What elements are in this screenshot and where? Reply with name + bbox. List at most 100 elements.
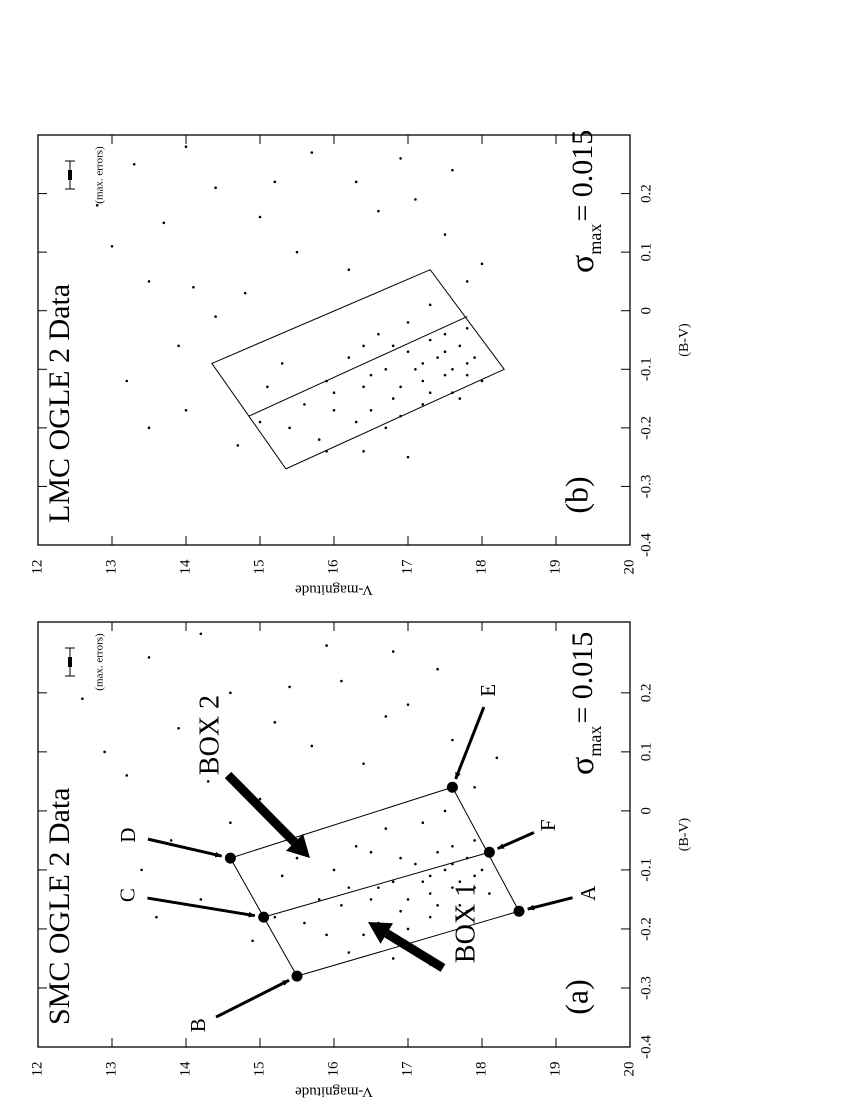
data-point <box>406 350 410 354</box>
data-point <box>140 868 143 872</box>
data-point <box>428 874 432 878</box>
data-point <box>310 151 314 154</box>
data-point <box>325 933 328 937</box>
y-tick-label: 13 <box>103 1062 119 1077</box>
data-point <box>251 939 254 943</box>
corner-point <box>258 911 270 923</box>
data-point <box>310 744 314 748</box>
y-tick-label: 19 <box>547 1062 563 1077</box>
data-point <box>451 168 454 172</box>
data-point <box>465 373 469 377</box>
x-tick-label: 0.2 <box>638 184 654 203</box>
x-tick-label: 0 <box>638 307 654 315</box>
x-tick-label: -0.4 <box>638 1035 654 1059</box>
point-label: A <box>576 885 600 901</box>
data-point <box>473 886 476 889</box>
data-point <box>236 444 240 447</box>
plot-frame <box>37 134 631 546</box>
data-point <box>340 679 343 683</box>
data-point <box>391 397 395 400</box>
y-tick-label: 18 <box>473 1062 489 1077</box>
y-tick-label: 15 <box>251 560 267 575</box>
sigma-subscript: max <box>585 224 605 255</box>
error-note: (max. errors) <box>94 146 106 204</box>
data-point <box>258 797 262 801</box>
data-point <box>214 315 217 318</box>
corner-point <box>446 781 458 793</box>
data-point <box>436 356 439 359</box>
data-point <box>110 244 114 248</box>
data-point <box>369 408 373 412</box>
x-tick-label: -0.2 <box>638 416 654 440</box>
y-tick-label: 12 <box>29 560 45 575</box>
data-point <box>95 203 99 207</box>
point-label: E <box>476 684 500 697</box>
y-tick-label: 12 <box>29 1062 45 1077</box>
data-point <box>458 344 462 348</box>
data-point <box>184 408 188 412</box>
data-point <box>384 827 388 830</box>
box-arrow-shaft <box>224 771 298 846</box>
box-arrow-head <box>368 922 394 944</box>
data-point <box>414 367 417 371</box>
data-point <box>155 915 158 919</box>
data-point <box>443 350 447 354</box>
data-point <box>280 362 284 365</box>
data-point <box>443 332 447 336</box>
data-point <box>428 391 432 395</box>
data-point <box>421 880 425 884</box>
data-point <box>465 280 469 283</box>
x-tick-label: 0.1 <box>638 742 654 761</box>
data-point <box>317 898 321 901</box>
data-point <box>303 403 306 406</box>
data-point <box>229 691 232 695</box>
data-point <box>362 449 365 453</box>
data-point <box>399 909 402 913</box>
point-label: F <box>536 819 560 831</box>
corner-point <box>513 905 525 917</box>
data-point <box>169 839 173 842</box>
data-point <box>436 667 439 671</box>
data-point <box>406 927 410 931</box>
data-point <box>369 898 373 901</box>
y-tick-label: 17 <box>399 1061 415 1077</box>
data-point <box>347 886 351 889</box>
data-point <box>443 809 447 813</box>
data-point <box>391 344 395 348</box>
y-tick-label: 20 <box>621 1062 637 1077</box>
data-point <box>103 750 106 754</box>
data-point <box>414 198 417 201</box>
data-point <box>354 845 358 848</box>
data-point <box>465 909 469 913</box>
data-point <box>362 933 365 937</box>
y-axis-label: V-magnitude <box>295 1084 373 1100</box>
data-point <box>473 874 476 878</box>
corner-point <box>483 846 495 858</box>
data-point <box>243 291 247 295</box>
data-point <box>332 868 336 872</box>
data-point <box>443 233 447 236</box>
data-point <box>458 397 462 400</box>
data-point <box>214 186 217 190</box>
data-point <box>473 839 476 842</box>
data-point <box>488 892 491 895</box>
data-point <box>273 721 277 724</box>
data-point <box>295 856 299 860</box>
corner-point <box>291 970 303 982</box>
data-point <box>384 426 388 430</box>
data-point <box>288 426 291 430</box>
data-point <box>177 344 180 348</box>
data-point <box>451 367 454 371</box>
pointer-arrow <box>496 831 535 850</box>
data-point <box>162 221 166 225</box>
data-point <box>451 886 454 889</box>
box-label: BOX 2 <box>194 695 225 775</box>
y-tick-label: 18 <box>473 560 489 575</box>
data-point <box>347 268 351 272</box>
data-point <box>177 726 180 730</box>
data-point <box>354 180 358 184</box>
data-point <box>362 385 365 389</box>
data-point <box>480 379 484 383</box>
data-point <box>399 157 402 160</box>
